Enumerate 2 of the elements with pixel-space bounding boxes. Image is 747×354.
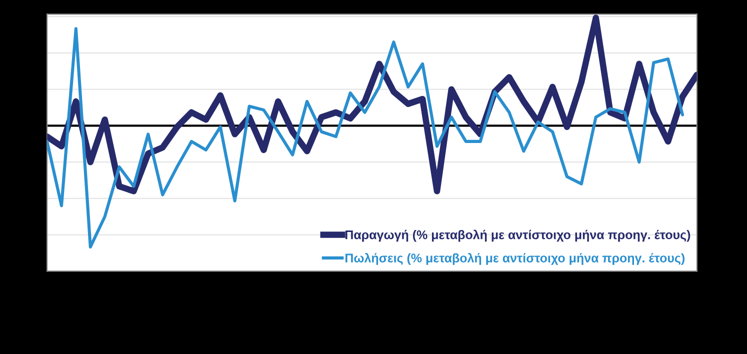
legend-label: Παραγωγή (% μεταβολή με αντίστοιχο μήνα προηγ. έτους) [345, 230, 690, 242]
legend-label: Πωλήσεις (% μεταβολή με αντίστοιχο μήνα προηγ. έτους) [345, 252, 684, 265]
